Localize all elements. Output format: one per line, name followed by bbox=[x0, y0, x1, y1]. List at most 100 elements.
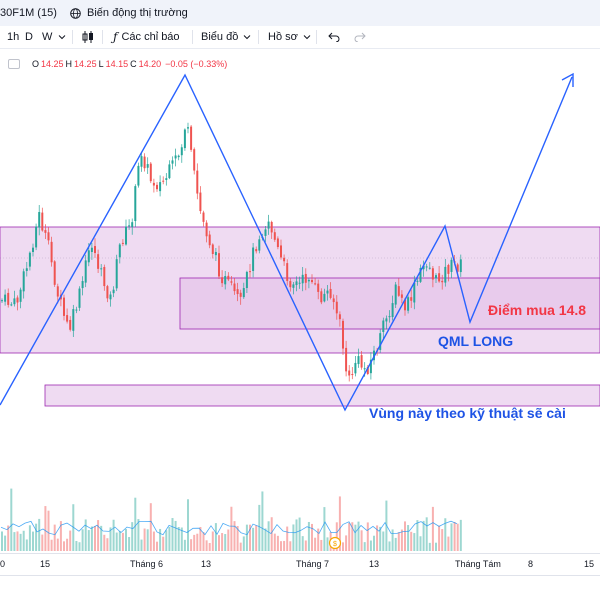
undo-button[interactable] bbox=[328, 26, 340, 48]
candle-body bbox=[118, 244, 121, 258]
buy-point-annotation: Điểm mua 14.8 bbox=[488, 302, 587, 318]
volume-bar bbox=[323, 507, 326, 551]
candle-body bbox=[245, 271, 248, 289]
candle-body bbox=[47, 232, 50, 241]
interval-d-button[interactable]: D bbox=[25, 31, 33, 43]
candle-body bbox=[273, 232, 276, 240]
volume-bar bbox=[400, 529, 403, 551]
zone-qml bbox=[179, 277, 600, 330]
volume-bar bbox=[137, 519, 140, 551]
volume-bar bbox=[208, 542, 211, 551]
volume-bar bbox=[187, 499, 189, 551]
candle-body bbox=[360, 355, 363, 368]
candle-body bbox=[456, 264, 459, 272]
volume-bar bbox=[202, 532, 205, 551]
interval-1h-button[interactable]: 1h bbox=[7, 31, 20, 43]
candle-body bbox=[134, 186, 137, 222]
volume-bar bbox=[286, 526, 289, 551]
candle-body bbox=[388, 316, 391, 318]
candles-layer bbox=[1, 122, 462, 382]
dividend-marker[interactable]: $ bbox=[328, 536, 342, 550]
candle-body bbox=[63, 297, 65, 316]
candle-body bbox=[413, 282, 416, 303]
candle-body bbox=[103, 267, 106, 287]
volume-bar bbox=[146, 529, 149, 551]
candle-body bbox=[410, 297, 413, 301]
volume-bar bbox=[196, 533, 199, 551]
candle-body bbox=[239, 292, 242, 297]
legend-toggle-icon[interactable] bbox=[8, 59, 20, 69]
indicators-button[interactable]: ƒ Các chỉ báo bbox=[113, 26, 180, 48]
candle-body bbox=[211, 244, 214, 254]
legend-open-value: 14.25 bbox=[41, 59, 64, 69]
candle-body bbox=[125, 226, 127, 245]
candle-body bbox=[159, 182, 162, 192]
volume-bar bbox=[227, 529, 230, 551]
volume-bar bbox=[267, 521, 270, 551]
candle-body bbox=[131, 222, 134, 228]
zone-note-annotation: Vùng này theo kỹ thuật sẽ cài bbox=[369, 405, 566, 421]
tab-symbol[interactable]: 30F1M (15) bbox=[0, 0, 57, 26]
volume-bar bbox=[81, 529, 84, 551]
candle-body bbox=[168, 164, 171, 179]
candle-body bbox=[53, 261, 56, 285]
volume-bar bbox=[360, 530, 363, 551]
volume-bar bbox=[239, 542, 242, 551]
volume-bar bbox=[205, 540, 208, 551]
volume-bar bbox=[419, 536, 422, 551]
legend-change-value: −0.05 (−0.33%) bbox=[165, 59, 228, 69]
candle-body bbox=[205, 222, 208, 237]
candle-body bbox=[397, 286, 400, 296]
volume-bar bbox=[214, 523, 217, 551]
zone-lower bbox=[44, 384, 600, 407]
candle-body bbox=[140, 156, 143, 167]
redo-icon bbox=[354, 32, 366, 42]
candle-body bbox=[400, 294, 403, 298]
chart-type-label: Biểu đồ bbox=[201, 31, 239, 43]
candle-body bbox=[128, 225, 131, 227]
chart-type-button[interactable]: Biểu đồ bbox=[201, 26, 251, 48]
candle-body bbox=[7, 292, 10, 305]
candles-type-button[interactable] bbox=[81, 26, 95, 48]
candle-body bbox=[286, 263, 289, 281]
candle-body bbox=[180, 147, 183, 156]
candle-body bbox=[230, 281, 233, 283]
volume-bar bbox=[404, 521, 406, 551]
volume-bar bbox=[140, 539, 143, 551]
candle-body bbox=[407, 297, 410, 311]
redo-button[interactable] bbox=[354, 26, 366, 48]
legend-close-value: 14.20 bbox=[138, 59, 162, 69]
volume-bar bbox=[273, 533, 276, 551]
volume-bar bbox=[283, 540, 286, 551]
volume-bar bbox=[422, 520, 425, 551]
volume-bar bbox=[354, 524, 357, 551]
candle-body bbox=[87, 250, 90, 263]
volume-bar bbox=[53, 524, 56, 551]
candle-body bbox=[44, 230, 47, 233]
volume-bar bbox=[84, 519, 87, 551]
undo-icon bbox=[328, 32, 340, 42]
price-chart[interactable]: $ bbox=[0, 48, 600, 553]
volume-bar bbox=[134, 497, 137, 551]
candle-body bbox=[100, 268, 103, 270]
profile-button[interactable]: Hồ sơ bbox=[268, 26, 311, 48]
tab-market-movers[interactable]: Biến động thị trường bbox=[70, 0, 188, 26]
candle-body bbox=[227, 275, 230, 280]
interval-w-button[interactable]: W bbox=[42, 31, 53, 43]
candle-body bbox=[276, 238, 279, 248]
volume-bar bbox=[388, 541, 391, 551]
volume-bar bbox=[7, 525, 10, 551]
volume-bar bbox=[177, 526, 180, 551]
time-axis[interactable]: 0 15 Tháng 6 13 Tháng 7 13 Tháng Tám 8 1… bbox=[0, 553, 600, 576]
candle-body bbox=[301, 274, 304, 284]
candle-body bbox=[214, 251, 217, 256]
bottom-bar bbox=[0, 575, 600, 601]
volume-bar bbox=[410, 531, 413, 551]
legend-open-label: O bbox=[32, 59, 40, 69]
tab-symbol-label: 30F1M (15) bbox=[0, 7, 57, 19]
volume-bar bbox=[357, 521, 360, 551]
candle-body bbox=[218, 253, 220, 277]
volume-bar bbox=[311, 523, 313, 551]
time-axis-label: 0 bbox=[0, 559, 6, 569]
interval-dropdown[interactable] bbox=[58, 26, 66, 48]
